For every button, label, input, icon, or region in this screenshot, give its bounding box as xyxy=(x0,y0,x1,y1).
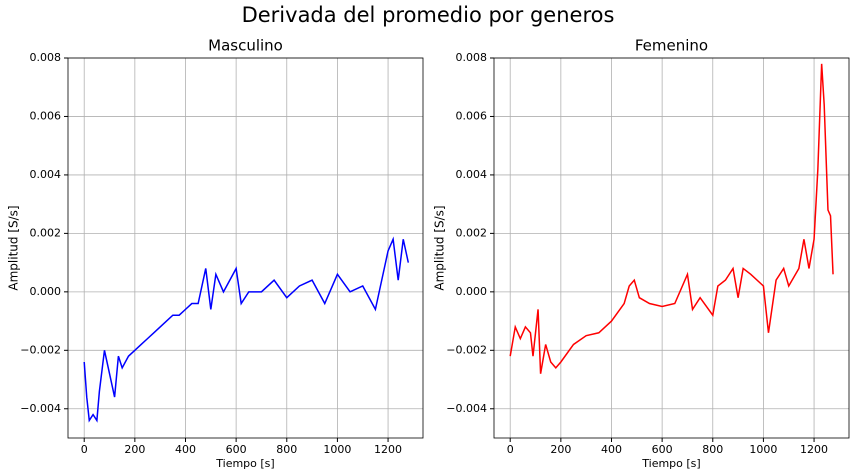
y-tick-label: 0.006 xyxy=(30,109,62,122)
x-tick-label: 200 xyxy=(550,443,571,456)
y-tick-label: 0.008 xyxy=(30,51,62,64)
x-tick-label: 800 xyxy=(702,443,723,456)
y-tick-label: −0.002 xyxy=(446,343,487,356)
plot-frame xyxy=(493,57,850,439)
y-tick-label: 0.004 xyxy=(30,168,62,181)
subplot-title: Femenino xyxy=(635,37,708,55)
y-axis-label: Amplitud [S/s] xyxy=(433,205,447,290)
x-tick-label: 600 xyxy=(652,443,673,456)
x-tick-label: 1000 xyxy=(749,443,777,456)
y-tick-label: 0.008 xyxy=(456,51,488,64)
x-tick-label: 400 xyxy=(175,443,196,456)
x-axis-label: Tiempo [s] xyxy=(641,457,700,470)
subplot-title: Masculino xyxy=(208,37,283,55)
x-tick-label: 1000 xyxy=(323,443,351,456)
x-tick-label: 800 xyxy=(276,443,297,456)
y-tick-label: 0.000 xyxy=(30,285,62,298)
y-tick-label: −0.004 xyxy=(446,402,487,415)
y-tick-label: −0.002 xyxy=(20,343,61,356)
y-tick-label: 0.004 xyxy=(456,168,488,181)
x-tick-label: 400 xyxy=(601,443,622,456)
x-tick-label: 600 xyxy=(226,443,247,456)
y-tick-label: 0.006 xyxy=(456,109,488,122)
y-tick-label: 0.002 xyxy=(30,226,62,239)
x-tick-label: 0 xyxy=(507,443,514,456)
plot-frame xyxy=(67,57,424,439)
subplot: Femenino Tiempo [s] Amplitud [S/s] 0 200 400 6… xyxy=(433,37,850,470)
data-line xyxy=(509,63,834,374)
x-tick-label: 1200 xyxy=(374,443,402,456)
subplot: Masculino Tiempo [s] Amplitud [S/s] 0 200 400… xyxy=(7,37,424,470)
y-axis-label: Amplitud [S/s] xyxy=(7,205,21,290)
data-line xyxy=(83,236,410,423)
x-tick-label: 0 xyxy=(81,443,88,456)
y-tick-label: 0.000 xyxy=(456,285,488,298)
y-tick-label: 0.002 xyxy=(456,226,488,239)
x-tick-label: 1200 xyxy=(800,443,828,456)
y-tick-label: −0.004 xyxy=(20,402,61,415)
x-tick-label: 200 xyxy=(124,443,145,456)
figure-title: Derivada del promedio por generos xyxy=(242,3,615,27)
x-axis-label: Tiempo [s] xyxy=(215,457,274,470)
